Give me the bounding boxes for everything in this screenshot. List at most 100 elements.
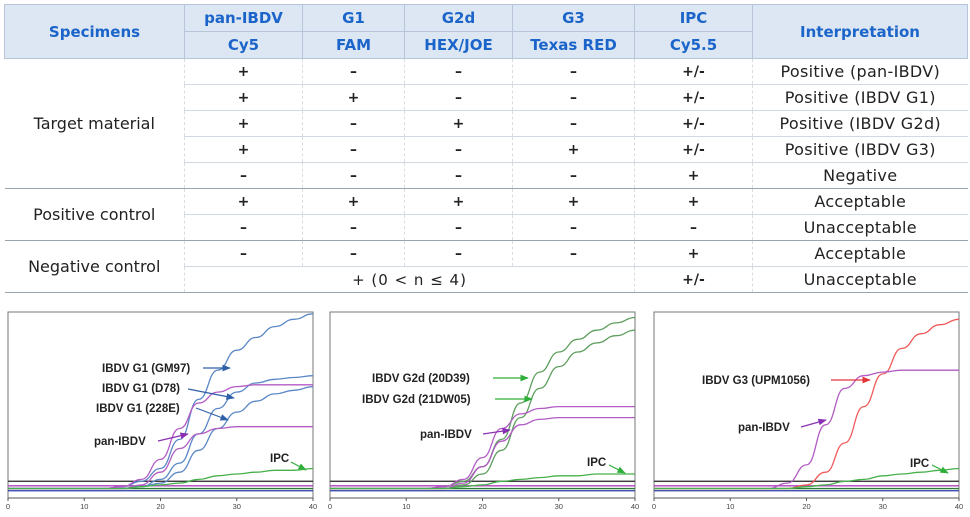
result-cell: +/- bbox=[634, 266, 753, 293]
result-cell: – bbox=[302, 214, 405, 241]
x-tick-label: 40 bbox=[309, 502, 317, 511]
x-tick-label: 40 bbox=[631, 502, 639, 511]
x-tick-label: 20 bbox=[156, 502, 164, 511]
result-cell: – bbox=[512, 214, 635, 241]
result-cell: +/- bbox=[634, 84, 753, 111]
label-ibdv-g3-upm1056: IBDV G3 (UPM1056) bbox=[702, 375, 810, 387]
result-cell: + bbox=[634, 188, 753, 215]
x-tick-label: 20 bbox=[802, 502, 810, 511]
result-cell: – bbox=[404, 240, 513, 267]
result-cell: + bbox=[404, 110, 513, 137]
table-row: – – – – – Unacceptable bbox=[5, 214, 968, 241]
x-tick-label: 30 bbox=[879, 502, 887, 511]
result-cell: – bbox=[184, 240, 303, 267]
arrow bbox=[195, 407, 229, 421]
table-row: Negative control – – – – + Acceptable bbox=[4, 240, 968, 293]
amplification-curves-figure: 0 10 20 30 40 IBDV G1 (GM97) IBDV G1 (D78) I… bbox=[6, 311, 963, 511]
label-ibdv-g1-228e: IBDV G1 (228E) bbox=[96, 403, 180, 415]
group-positive-control: Positive control bbox=[4, 188, 185, 241]
dye-header-hex-joe: HEX/JOE bbox=[404, 31, 513, 59]
target-header-g1: G1 bbox=[302, 4, 405, 32]
result-cell: – bbox=[512, 110, 635, 137]
x-tick-label: 0 bbox=[328, 502, 332, 511]
amplification-curve bbox=[330, 473, 635, 490]
result-cell: + bbox=[512, 188, 635, 215]
chart-panel-g2d: 0 10 20 30 40 IBDV G2d (20D39) IBDV G2d (21D… bbox=[328, 311, 639, 511]
table-row: + – – + +/- Positive (IBDV G3) bbox=[5, 136, 968, 163]
x-tick-label: 10 bbox=[402, 502, 410, 511]
amplification-curve bbox=[8, 467, 314, 490]
result-cell: +/- bbox=[634, 58, 753, 85]
specimens-header: Specimens bbox=[4, 4, 185, 59]
result-cell: +/- bbox=[634, 136, 753, 163]
result-cell: – bbox=[302, 162, 405, 189]
table-row: + (0 < n ≤ 4) +/- Unacceptable bbox=[5, 266, 968, 293]
interpretation-cell: Unacceptable bbox=[752, 266, 968, 293]
arrow bbox=[482, 427, 511, 435]
interpretation-cell: Positive (IBDV G2d) bbox=[752, 110, 968, 137]
result-cell: – bbox=[302, 110, 405, 137]
result-cell: + bbox=[302, 188, 405, 215]
table-row: Target material + – – – +/- Positive (pa… bbox=[4, 58, 968, 189]
x-tick-label: 20 bbox=[478, 502, 486, 511]
table-row: Positive control + + + + + Acceptable bbox=[4, 188, 968, 241]
label-pan-ibdv: pan-IBDV bbox=[738, 422, 790, 434]
result-cell: + bbox=[184, 110, 303, 137]
interpretation-cell: Unacceptable bbox=[752, 214, 968, 241]
x-tick-label: 10 bbox=[80, 502, 88, 511]
result-cell: – bbox=[184, 162, 303, 189]
arrow bbox=[608, 464, 626, 474]
target-header-g3: G3 bbox=[512, 4, 635, 32]
interpretation-cell: Positive (IBDV G1) bbox=[752, 84, 968, 111]
result-cell: + bbox=[184, 58, 303, 85]
result-cell: – bbox=[404, 214, 513, 241]
dye-header-fam: FAM bbox=[302, 31, 405, 59]
dye-header-cy5-5: Cy5.5 bbox=[634, 31, 753, 59]
result-cell: – bbox=[404, 58, 513, 85]
merged-result-cell: + (0 < n ≤ 4) bbox=[184, 266, 635, 293]
interpretation-cell: Acceptable bbox=[752, 188, 968, 215]
amplification-curve bbox=[654, 467, 960, 490]
results-table: Specimens pan-IBDV G1 G2d G3 IPC Interpr… bbox=[4, 4, 968, 293]
label-ipc: IPC bbox=[270, 453, 289, 465]
arrow bbox=[931, 464, 949, 474]
result-cell: + bbox=[302, 84, 405, 111]
result-cell: + bbox=[512, 136, 635, 163]
result-cell: + bbox=[634, 162, 753, 189]
label-ipc: IPC bbox=[910, 458, 929, 470]
label-ibdv-g1-gm97: IBDV G1 (GM97) bbox=[102, 363, 190, 375]
table-row: + – + – +/- Positive (IBDV G2d) bbox=[5, 110, 968, 137]
target-header-ipc: IPC bbox=[634, 4, 753, 32]
result-cell: + bbox=[634, 240, 753, 267]
label-ibdv-g2d-20d39: IBDV G2d (20D39) bbox=[372, 373, 470, 385]
result-cell: – bbox=[512, 162, 635, 189]
chart-panel-g3: 0 10 20 30 40 IBDV G3 (UPM1056) pan-IBDV IPC bbox=[652, 311, 963, 511]
dye-header-cy5: Cy5 bbox=[184, 31, 303, 59]
result-cell: + bbox=[184, 188, 303, 215]
result-cell: – bbox=[184, 214, 303, 241]
interpretation-header: Interpretation bbox=[752, 4, 968, 59]
group-negative-control: Negative control bbox=[4, 240, 185, 293]
x-tick-label: 30 bbox=[555, 502, 563, 511]
interpretation-cell: Positive (IBDV G3) bbox=[752, 136, 968, 163]
result-cell: – bbox=[404, 84, 513, 111]
x-tick-label: 10 bbox=[726, 502, 734, 511]
result-cell: – bbox=[302, 58, 405, 85]
result-cell: – bbox=[512, 84, 635, 111]
result-cell: – bbox=[634, 214, 753, 241]
result-cell: +/- bbox=[634, 110, 753, 137]
table-row: + + – – +/- Positive (IBDV G1) bbox=[5, 84, 968, 111]
result-cell: – bbox=[302, 240, 405, 267]
result-cell: – bbox=[404, 162, 513, 189]
group-target-material: Target material bbox=[4, 58, 185, 189]
interpretation-cell: Acceptable bbox=[752, 240, 968, 267]
x-tick-label: 30 bbox=[233, 502, 241, 511]
x-tick-label: 40 bbox=[955, 502, 963, 511]
dye-header-texas-red: Texas RED bbox=[512, 31, 635, 59]
x-tick-label: 0 bbox=[652, 502, 656, 511]
result-cell: – bbox=[404, 136, 513, 163]
arrow bbox=[187, 388, 235, 400]
label-ipc: IPC bbox=[587, 457, 606, 469]
result-cell: – bbox=[512, 58, 635, 85]
result-cell: + bbox=[404, 188, 513, 215]
